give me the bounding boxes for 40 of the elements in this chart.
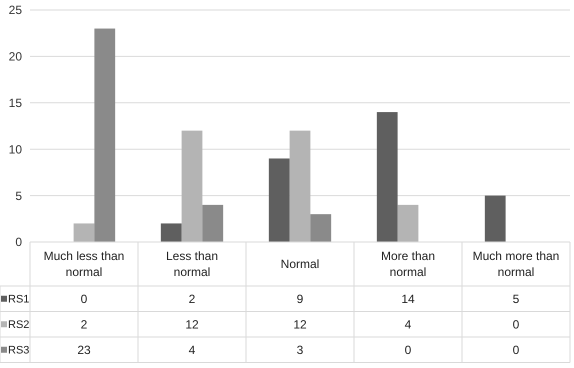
bar — [182, 130, 202, 242]
bar — [268, 158, 290, 242]
x-tick-label: More than normal — [380, 249, 436, 280]
y-tick-label: 20 — [8, 50, 22, 64]
bar — [94, 28, 116, 242]
data-label: 2 — [80, 317, 88, 332]
legend-label: RS1 — [8, 294, 30, 306]
data-label: 0 — [80, 292, 88, 306]
y-tick-label: 15 — [8, 96, 22, 110]
legend-label: RS3 — [8, 344, 30, 357]
y-tick-label: 25 — [8, 3, 22, 18]
data-label: 9 — [296, 292, 304, 306]
bar — [484, 196, 506, 242]
data-label: 4 — [188, 342, 196, 357]
data-label: 12 — [185, 317, 199, 332]
y-tick-label: 0 — [15, 235, 22, 250]
bar — [202, 204, 224, 242]
legend-label: RS2 — [8, 319, 30, 332]
bar — [376, 112, 398, 242]
data-label: 2 — [188, 292, 196, 306]
data-label: 14 — [401, 292, 415, 306]
bar — [310, 214, 332, 242]
bar — [290, 130, 310, 242]
y-tick-label: 10 — [8, 142, 22, 156]
x-tick-label: Less than normal — [166, 249, 218, 280]
y-tick-label: 5 — [15, 188, 22, 203]
x-tick-label: Much less than normal — [44, 249, 124, 280]
data-label: 0 — [512, 342, 520, 357]
data-label: 0 — [512, 317, 520, 332]
data-label: 3 — [296, 342, 304, 357]
bar — [160, 223, 182, 242]
data-label: 4 — [404, 317, 412, 332]
bar — [398, 204, 418, 242]
data-label: 23 — [77, 342, 91, 357]
x-tick-label: Normal — [280, 257, 320, 272]
x-tick-label: Much more than normal — [472, 249, 560, 280]
data-label: 5 — [512, 292, 520, 306]
data-label: 12 — [293, 317, 307, 332]
data-label: 0 — [404, 342, 412, 357]
bar — [74, 223, 94, 242]
